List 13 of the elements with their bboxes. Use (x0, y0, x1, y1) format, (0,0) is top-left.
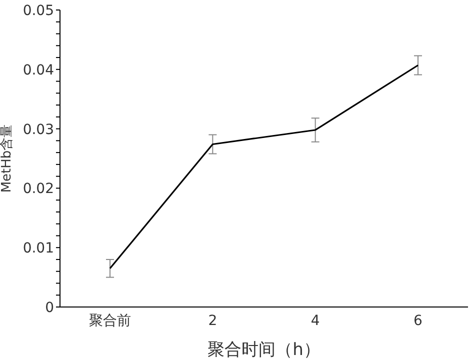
y-axis-title: MetHb含量 (0, 124, 15, 193)
x-tick-label: 4 (310, 312, 320, 329)
y-tick-label: 0.03 (22, 122, 54, 138)
x-tick-label: 2 (208, 312, 218, 329)
y-tick-label: 0.02 (22, 181, 54, 198)
y-tick-label: 0.01 (22, 240, 54, 257)
y-tick-label: 0.04 (22, 62, 54, 78)
y-tick-label: 0 (45, 300, 54, 316)
x-tick-label: 6 (414, 312, 423, 329)
line-series (109, 64, 419, 270)
x-axis-title: 聚合时间（h） (208, 340, 320, 360)
x-tick-label: 聚合前 (89, 312, 131, 329)
y-tick-label: 0.05 (22, 2, 54, 19)
